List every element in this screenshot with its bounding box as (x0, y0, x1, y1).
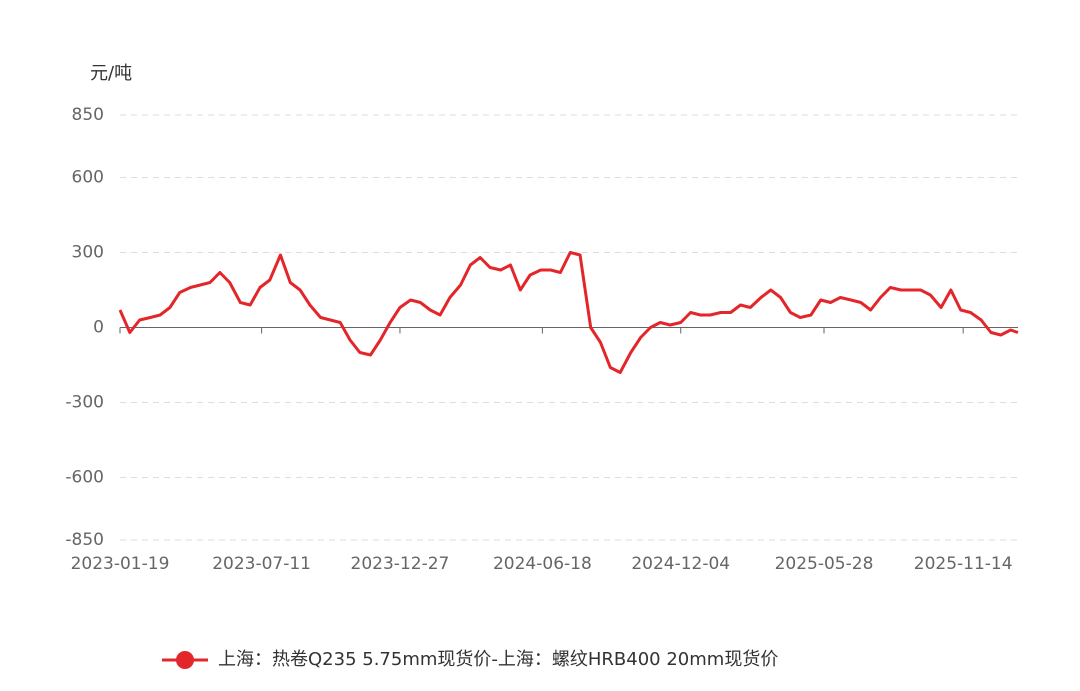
data-line (118, 251, 1019, 374)
y-tick-label: 0 (93, 318, 104, 338)
x-tick-label: 2023-12-27 (351, 554, 450, 574)
y-tick-label: -300 (65, 393, 104, 413)
y-axis-label: 元/吨 (90, 63, 132, 84)
x-tick-label: 2023-01-19 (71, 554, 170, 574)
y-tick-label: -850 (65, 530, 104, 550)
x-tick-label: 2023-07-11 (212, 554, 311, 574)
x-tick-label: 2025-05-28 (775, 554, 874, 574)
legend-label: 上海：热卷Q235 5.75mm现货价-上海：螺纹HRB400 20mm现货价 (218, 649, 778, 670)
x-tick-label: 2024-06-18 (493, 554, 592, 574)
y-tick-label: -600 (65, 468, 104, 488)
y-tick-label: 600 (72, 168, 104, 188)
legend-marker (176, 651, 194, 669)
y-tick-label: 300 (72, 243, 104, 263)
x-tick-label: 2025-11-14 (914, 554, 1013, 574)
y-tick-label: 850 (72, 105, 104, 125)
x-tick-label: 2024-12-04 (631, 554, 730, 574)
